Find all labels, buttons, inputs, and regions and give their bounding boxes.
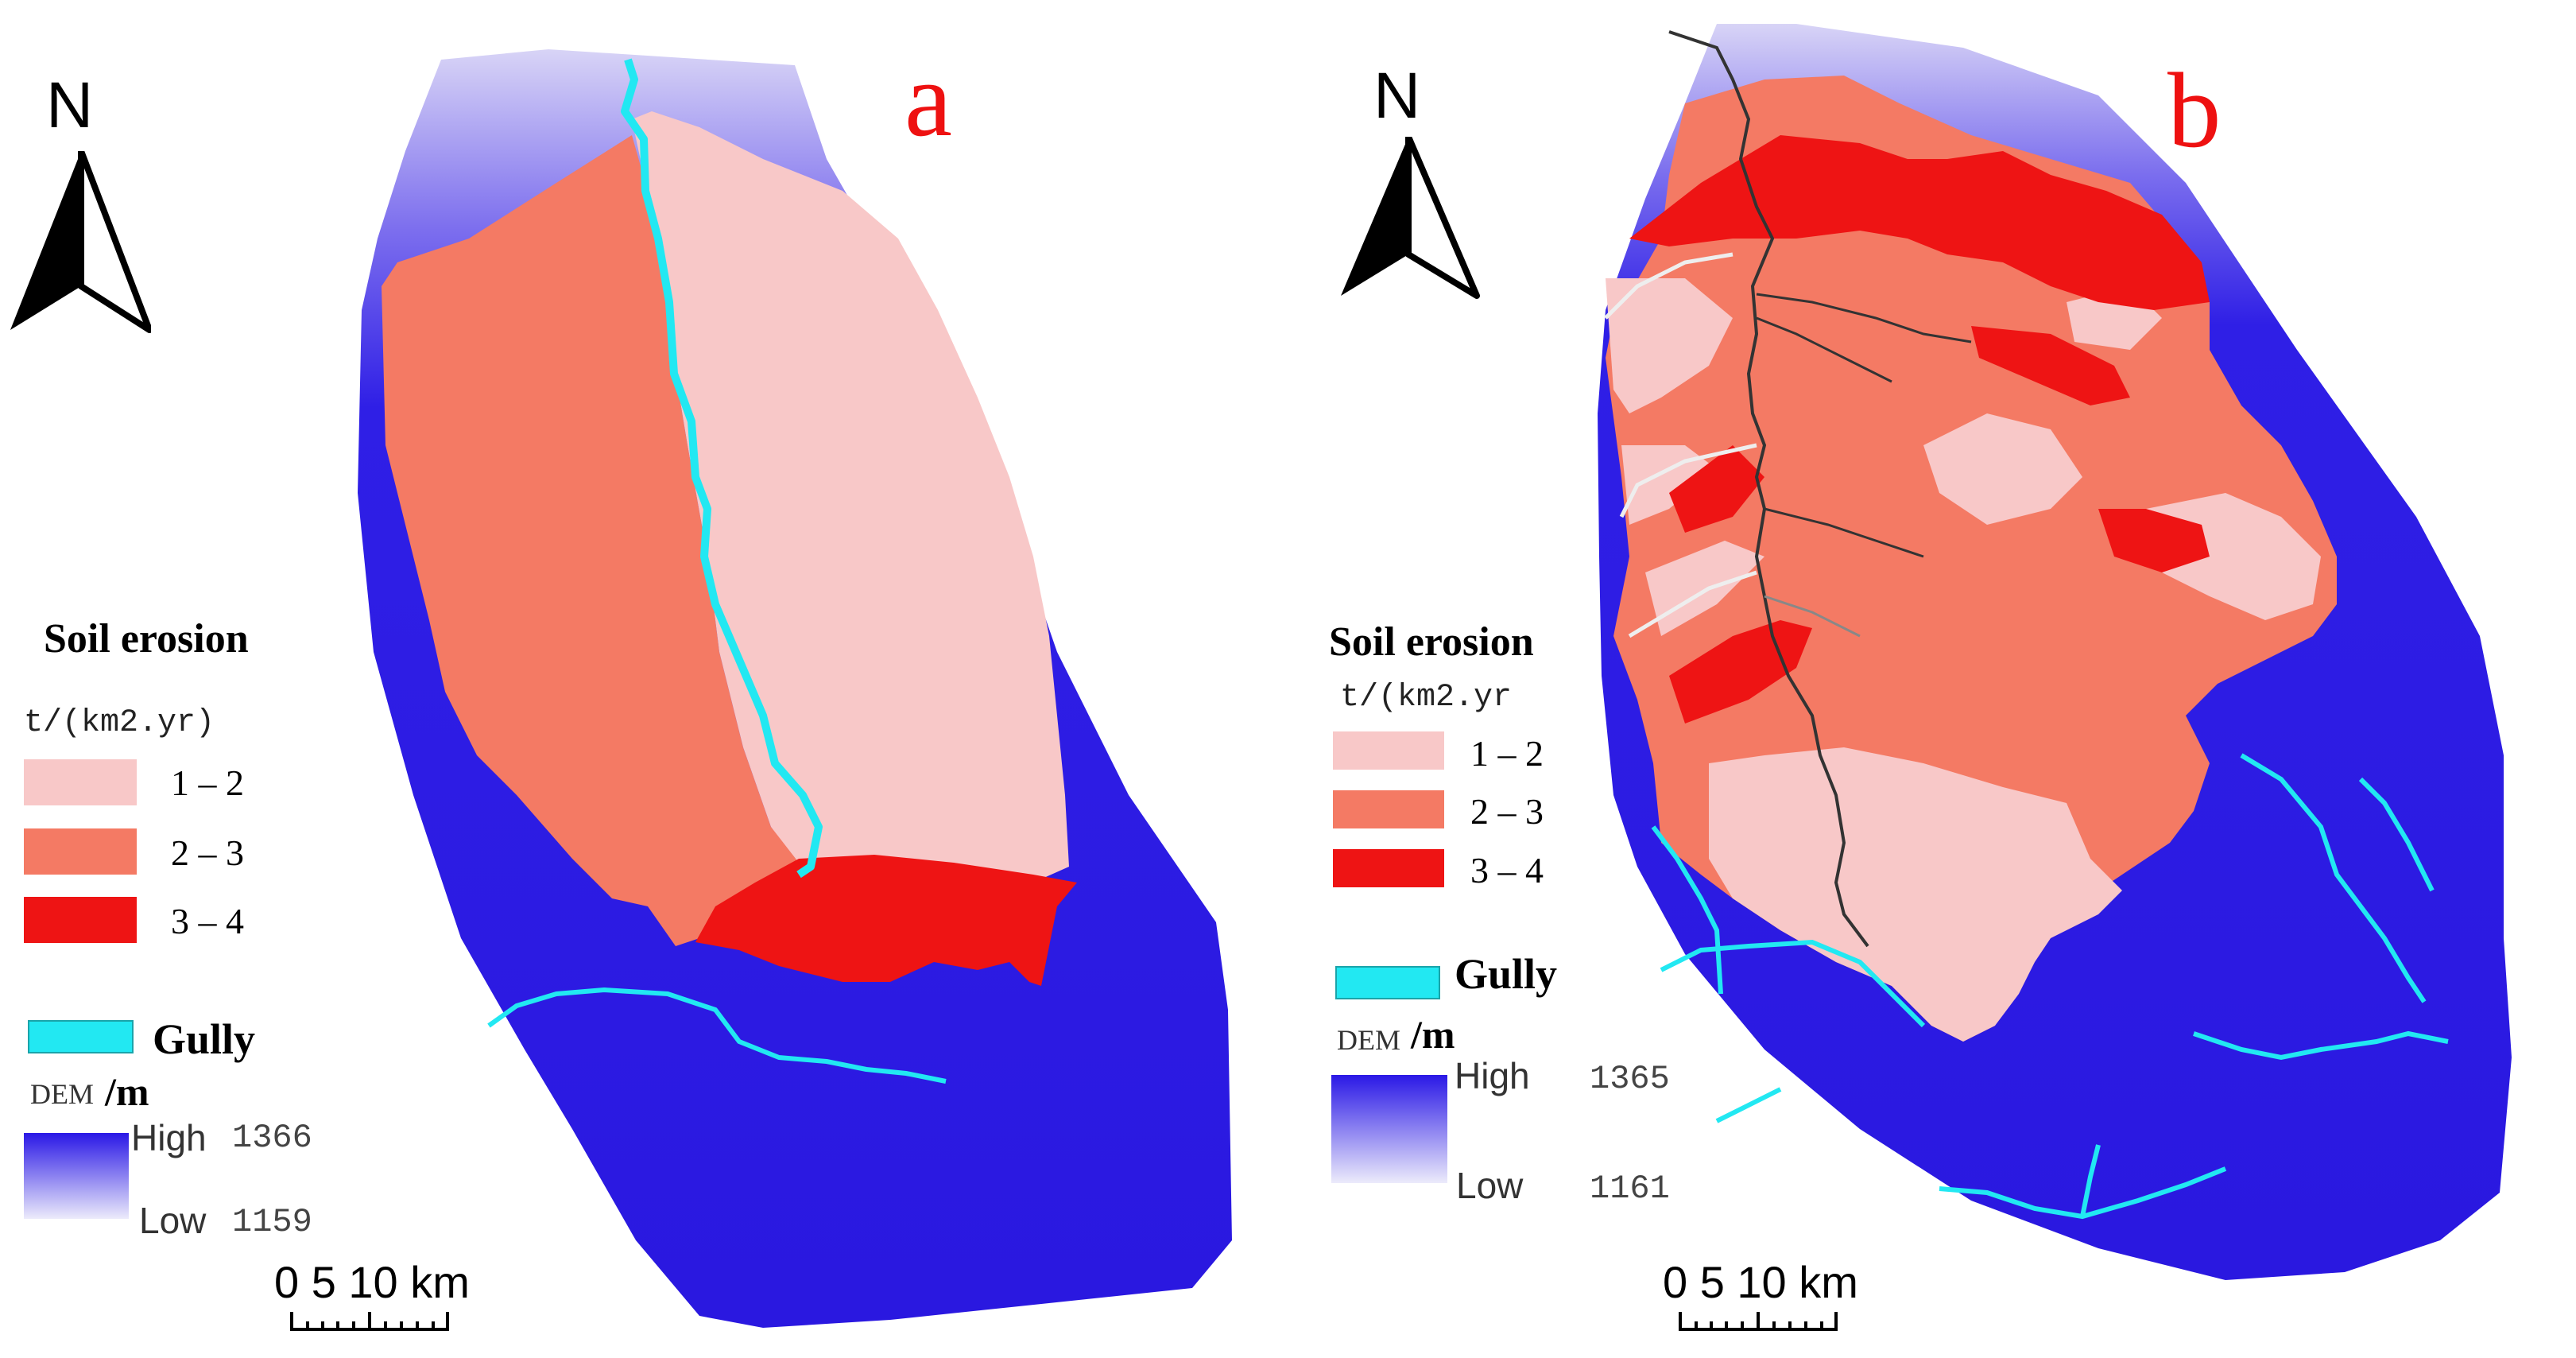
- dem-high-label-b: High: [1455, 1055, 1530, 1096]
- legend-label-low: 1 – 2: [171, 762, 244, 803]
- gully-b-2: [1660, 939, 1926, 1028]
- legend-label-mid-b: 2 – 3: [1470, 791, 1544, 832]
- legend-swatch-high: [24, 897, 137, 943]
- legend-swatch-low: [24, 759, 137, 805]
- north-arrow-icon: [10, 151, 151, 333]
- erosion-zone-low-b-center: [1923, 413, 2082, 525]
- stream-branch-b-4: [1764, 595, 1861, 638]
- legend-swatch-mid: [24, 828, 137, 875]
- dem-low-label: Low: [139, 1200, 207, 1241]
- erosion-zone-low-b-west: [1606, 278, 1733, 413]
- legend-label-high: 3 – 4: [171, 901, 244, 941]
- dem-high-label: High: [131, 1117, 207, 1158]
- map-a-graphic: [358, 49, 1232, 1328]
- map-panel-a: a N Soil erosion t/(km2.yr) 1 – 2 2 – 3 …: [10, 41, 1232, 1331]
- legend-swatch-gully: [28, 1020, 134, 1053]
- scale-bar-label-b: 0 5 10 km: [1663, 1257, 1858, 1307]
- gully-b-7: [2080, 1144, 2101, 1217]
- legend-swatch-gully-b: [1335, 966, 1440, 999]
- stream-branch-b-2: [1756, 316, 1892, 383]
- stream-branch-b-7: [1628, 570, 1757, 638]
- map-panel-b: b N Soil erosion t/(km2.yr 1 – 2 2 – 3 3…: [1288, 0, 2575, 1358]
- erosion-zone-mid-a: [382, 135, 799, 946]
- legend-label-gully: Gully: [153, 1015, 256, 1063]
- erosion-zone-high-a: [695, 855, 1077, 986]
- legend-label-gully-b: Gully: [1455, 950, 1558, 998]
- scale-bar-label: 0 5 10 km: [274, 1257, 470, 1307]
- legend-label-high-b: 3 – 4: [1470, 850, 1544, 890]
- dem-low-value-b: 1161: [1590, 1170, 1670, 1208]
- stream-branch-b-1: [1756, 293, 1972, 343]
- legend-title: Soil erosion: [44, 616, 249, 662]
- gully-b-1: [1651, 825, 1723, 995]
- legend-swatch-high-b: [1333, 849, 1444, 887]
- erosion-zone-low-b-south: [1709, 747, 2122, 1042]
- erosion-zone-high-b-1: [1971, 326, 2130, 405]
- dem-low-label-b: Low: [1456, 1165, 1524, 1206]
- stream-branch-b-5: [1604, 252, 1733, 320]
- erosion-zone-low-a: [632, 111, 1069, 883]
- dem-label: DEM: [30, 1078, 94, 1110]
- gully-b-5: [2193, 1030, 2449, 1061]
- north-arrow-label-b: N: [1373, 60, 1421, 132]
- legend-label-low-b: 1 – 2: [1470, 733, 1544, 774]
- stream-branch-b-3: [1764, 507, 1924, 558]
- gully-b-8: [1715, 1087, 1782, 1123]
- erosion-zone-low-b-west2: [1645, 541, 1764, 636]
- dem-high-value-b: 1365: [1590, 1060, 1670, 1098]
- legend-swatch-low-b: [1333, 731, 1444, 770]
- erosion-zone-low-b-midwest: [1621, 445, 1717, 525]
- erosion-zone-high-b-3: [2098, 509, 2210, 572]
- gully-b-4: [2358, 777, 2435, 892]
- legend-swatch-mid-b: [1333, 790, 1444, 828]
- stream-main-b: [1668, 30, 1869, 948]
- dem-color-ramp-b: [1331, 1075, 1447, 1183]
- dem-unit-b: /m: [1411, 1012, 1455, 1057]
- stream-branch-b-6: [1619, 443, 1757, 518]
- gully-main-a: [621, 58, 823, 879]
- legend-unit-b: t/(km2.yr: [1340, 680, 1513, 716]
- dem-unit: /m: [105, 1069, 149, 1114]
- gully-b-3: [2240, 753, 2427, 1003]
- panel-label-a: a: [905, 41, 952, 159]
- erosion-zone-high-b-2: [1669, 445, 1764, 533]
- north-arrow-icon-b: [1341, 137, 1480, 299]
- panel-label-b: b: [2167, 52, 2222, 170]
- dem-high-value: 1366: [232, 1119, 312, 1157]
- legend-label-mid: 2 – 3: [171, 832, 244, 873]
- dem-low-value: 1159: [232, 1203, 312, 1241]
- map-b-graphic: [1598, 24, 2512, 1280]
- erosion-zone-high-b-north: [1629, 135, 2210, 310]
- dem-color-ramp: [24, 1133, 129, 1219]
- gully-south-a: [487, 987, 947, 1084]
- dem-label-b: DEM: [1337, 1024, 1400, 1056]
- legend-unit: t/(km2.yr): [24, 705, 215, 741]
- scale-bar-icon: [290, 1312, 449, 1331]
- north-arrow-label: N: [46, 69, 94, 142]
- scale-bar-icon-b: [1679, 1312, 1838, 1331]
- legend-title-b: Soil erosion: [1329, 619, 1534, 665]
